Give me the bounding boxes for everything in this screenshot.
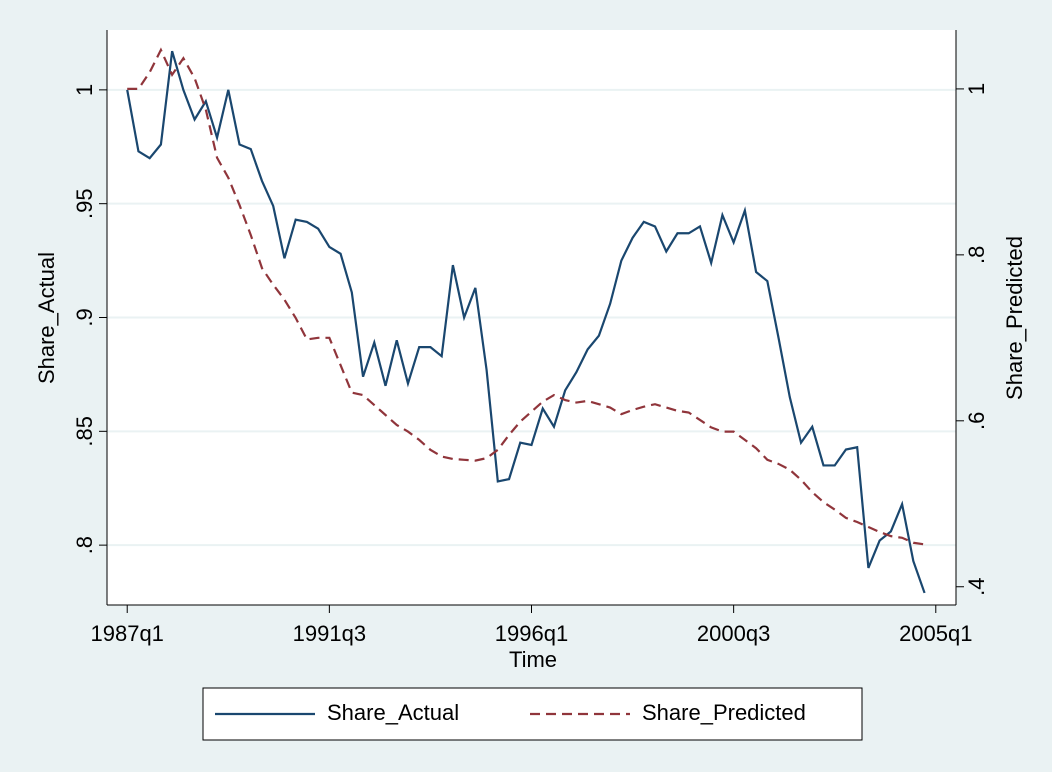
x-tick-label: 1996q1	[495, 621, 568, 646]
y2-tick-label: 1	[964, 83, 989, 95]
legend-label: Share_Actual	[327, 700, 459, 725]
x-tick-label: 2000q3	[697, 621, 770, 646]
y2-axis-title: Share_Predicted	[1002, 236, 1027, 400]
y-tick-label: .85	[72, 416, 97, 447]
y-tick-label: .8	[72, 536, 97, 554]
y-tick-label: .9	[72, 308, 97, 326]
y2-tick-label: .4	[964, 578, 989, 596]
y2-tick-label: .6	[964, 412, 989, 430]
series-line	[127, 47, 925, 546]
legend-label: Share_Predicted	[642, 700, 806, 725]
x-tick-label: 1987q1	[91, 621, 164, 646]
y-axis-title: Share_Actual	[34, 252, 59, 384]
x-tick-label: 1991q3	[293, 621, 366, 646]
y-tick-label: .95	[72, 188, 97, 219]
x-axis-title: Time	[509, 647, 557, 672]
x-tick-label: 2005q1	[899, 621, 972, 646]
y-tick-label: 1	[72, 84, 97, 96]
y2-tick-label: .8	[964, 246, 989, 264]
series-line	[126, 50, 926, 594]
